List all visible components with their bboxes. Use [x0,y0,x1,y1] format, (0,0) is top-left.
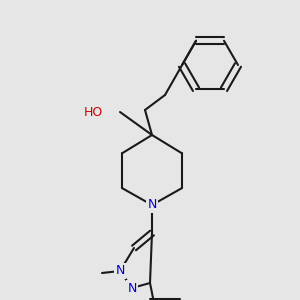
Text: HO: HO [83,106,103,118]
Text: N: N [147,199,157,212]
Text: N: N [115,265,125,278]
Text: N: N [127,281,137,295]
